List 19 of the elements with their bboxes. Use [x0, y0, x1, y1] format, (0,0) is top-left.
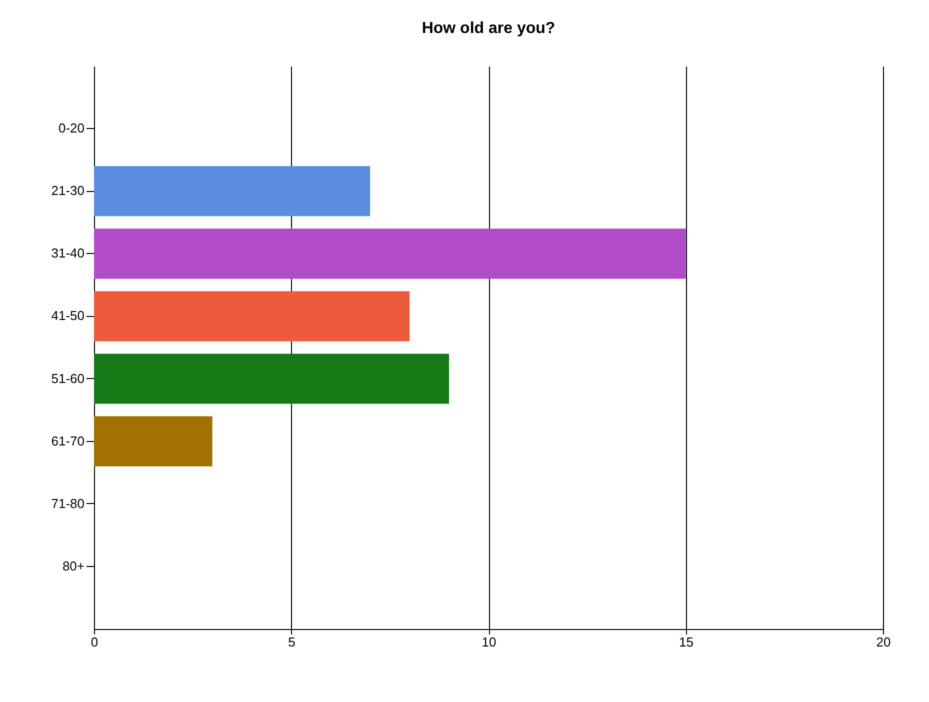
y-tick-label: 71-80 — [51, 496, 84, 511]
bar — [94, 416, 212, 466]
x-tick-label: 0 — [90, 634, 98, 650]
y-tick-label: 21-30 — [51, 183, 84, 198]
y-tick-label: 80+ — [62, 558, 84, 574]
y-tick-label: 31-40 — [51, 246, 84, 261]
y-tick-label: 51-60 — [51, 370, 84, 386]
y-tick-label: 61-70 — [51, 433, 84, 448]
x-tick-label: 15 — [679, 634, 694, 650]
x-tick-label: 5 — [288, 634, 296, 650]
bar — [94, 291, 410, 342]
x-tick-label: 20 — [876, 634, 891, 650]
chart-title: How old are you? — [422, 20, 556, 37]
y-tick-label: 0-20 — [58, 120, 84, 136]
bar — [94, 228, 686, 279]
y-tick-label: 41-50 — [51, 308, 84, 324]
bar — [94, 354, 450, 404]
bar — [94, 166, 370, 216]
x-tick-label: 10 — [482, 634, 496, 650]
